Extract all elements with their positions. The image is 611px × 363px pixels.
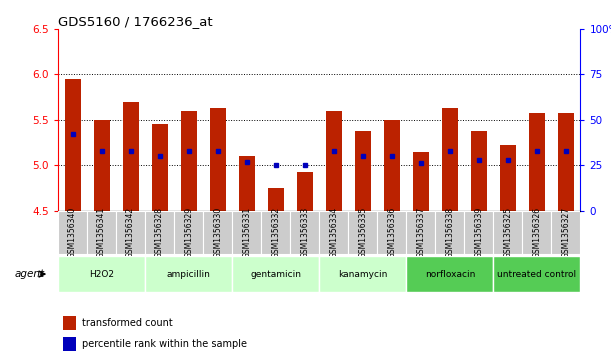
Bar <box>232 211 262 254</box>
Text: GSM1356326: GSM1356326 <box>532 207 541 258</box>
Bar <box>93 120 109 211</box>
Bar <box>145 211 174 254</box>
Text: gentamicin: gentamicin <box>251 270 301 278</box>
Bar <box>384 120 400 211</box>
Bar <box>58 211 87 254</box>
Text: GSM1356333: GSM1356333 <box>300 207 309 258</box>
Bar <box>64 337 76 351</box>
Bar <box>378 211 406 254</box>
Bar <box>552 211 580 254</box>
Bar <box>181 111 197 211</box>
Text: GSM1356336: GSM1356336 <box>387 207 397 258</box>
Bar <box>65 79 81 211</box>
Text: GSM1356325: GSM1356325 <box>503 207 513 258</box>
Text: percentile rank within the sample: percentile rank within the sample <box>81 339 247 349</box>
Bar <box>262 211 290 254</box>
Bar <box>87 211 116 254</box>
Text: GSM1356334: GSM1356334 <box>329 207 338 258</box>
Text: GSM1356331: GSM1356331 <box>242 207 251 258</box>
Text: GSM1356342: GSM1356342 <box>126 207 135 258</box>
Text: GSM1356341: GSM1356341 <box>97 207 106 258</box>
Text: GSM1356335: GSM1356335 <box>358 207 367 258</box>
Text: GSM1356337: GSM1356337 <box>416 207 425 258</box>
Bar <box>406 256 493 292</box>
Text: untreated control: untreated control <box>497 270 577 278</box>
Bar <box>355 131 371 211</box>
Bar <box>319 211 348 254</box>
Bar <box>442 108 458 211</box>
Text: GDS5160 / 1766236_at: GDS5160 / 1766236_at <box>58 15 213 28</box>
Bar <box>435 211 464 254</box>
Bar <box>232 256 319 292</box>
Text: GSM1356329: GSM1356329 <box>184 207 193 258</box>
Text: GSM1356327: GSM1356327 <box>562 207 571 258</box>
Text: H2O2: H2O2 <box>89 270 114 278</box>
Bar <box>529 113 545 211</box>
Bar <box>123 102 139 211</box>
Bar <box>116 211 145 254</box>
Bar <box>290 211 320 254</box>
Bar <box>493 256 580 292</box>
Text: norfloxacin: norfloxacin <box>425 270 475 278</box>
Text: GSM1356338: GSM1356338 <box>445 207 455 258</box>
Bar <box>348 211 377 254</box>
Text: GSM1356339: GSM1356339 <box>474 207 483 258</box>
Bar <box>493 211 522 254</box>
Bar <box>145 256 232 292</box>
Bar <box>268 188 284 211</box>
Text: kanamycin: kanamycin <box>338 270 387 278</box>
Bar <box>319 256 406 292</box>
Bar <box>558 113 574 211</box>
Bar <box>64 315 76 330</box>
Bar <box>203 211 232 254</box>
Bar <box>500 145 516 211</box>
Bar <box>174 211 203 254</box>
Bar <box>210 108 225 211</box>
Text: transformed count: transformed count <box>81 318 172 328</box>
Text: ampicillin: ampicillin <box>167 270 211 278</box>
Bar <box>297 172 313 211</box>
Text: GSM1356330: GSM1356330 <box>213 207 222 258</box>
Bar <box>58 256 145 292</box>
Bar <box>326 111 342 211</box>
Bar <box>413 151 429 211</box>
Bar <box>406 211 435 254</box>
Text: GSM1356328: GSM1356328 <box>155 207 164 258</box>
Bar <box>471 131 487 211</box>
Bar <box>239 156 255 211</box>
Bar <box>522 211 552 254</box>
Text: GSM1356340: GSM1356340 <box>68 207 77 258</box>
Text: GSM1356332: GSM1356332 <box>271 207 280 258</box>
Bar <box>152 124 167 211</box>
Text: agent: agent <box>15 269 45 279</box>
Bar <box>464 211 494 254</box>
